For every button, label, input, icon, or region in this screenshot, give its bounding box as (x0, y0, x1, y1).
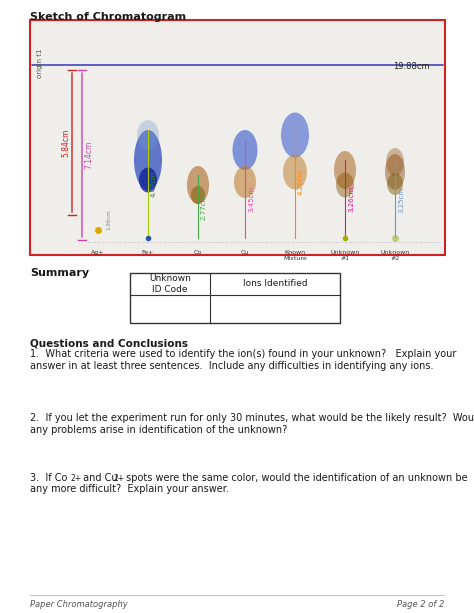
Text: Fe+: Fe+ (142, 250, 154, 255)
Text: 2+: 2+ (71, 474, 82, 483)
Ellipse shape (234, 166, 256, 198)
Ellipse shape (336, 172, 354, 197)
Text: Summary: Summary (30, 268, 89, 278)
Bar (30, 20, 445, 255)
Text: Co: Co (194, 250, 202, 255)
Text: 4.47cm: 4.47cm (151, 171, 157, 197)
Text: 19.88cm: 19.88cm (393, 62, 429, 71)
Text: 7.14cm: 7.14cm (84, 141, 93, 169)
Ellipse shape (137, 120, 159, 150)
Text: Known
Mixture: Known Mixture (283, 250, 307, 261)
Text: 3.25cm: 3.25cm (398, 187, 404, 213)
Text: 1.  What criteria were used to identify the ion(s) found in your unknown?   Expl: 1. What criteria were used to identify t… (30, 349, 456, 371)
Text: 5.84cm: 5.84cm (61, 128, 70, 157)
Text: any more difficult?  Explain your answer.: any more difficult? Explain your answer. (30, 484, 229, 494)
Text: 4.26cm: 4.26cm (298, 169, 304, 194)
Text: 3.  If Co: 3. If Co (30, 473, 67, 483)
Text: Sketch of Chromatogram: Sketch of Chromatogram (30, 12, 186, 22)
Text: and Cu: and Cu (80, 473, 118, 483)
Text: Cu: Cu (241, 250, 249, 255)
Text: Unknown
#2: Unknown #2 (380, 250, 410, 261)
Ellipse shape (387, 173, 403, 195)
Ellipse shape (385, 154, 405, 190)
Text: Unknown
#1: Unknown #1 (330, 250, 360, 261)
Ellipse shape (187, 166, 209, 204)
Text: Ions Identified: Ions Identified (243, 280, 307, 289)
Ellipse shape (283, 154, 307, 189)
Ellipse shape (134, 130, 162, 190)
Ellipse shape (191, 186, 205, 204)
Ellipse shape (139, 167, 157, 192)
Text: 2.  If you let the experiment run for only 30 minutes, what would be the likely : 2. If you let the experiment run for onl… (30, 413, 474, 435)
Text: 2.77cm: 2.77cm (201, 193, 207, 219)
Text: Ag+: Ag+ (91, 250, 105, 255)
Ellipse shape (233, 130, 257, 170)
Text: 3.45cm: 3.45cm (248, 186, 254, 212)
Ellipse shape (334, 151, 356, 189)
Text: 2+: 2+ (114, 474, 125, 483)
Text: 3.26cm: 3.26cm (348, 186, 354, 212)
Text: spots were the same color, would the identification of an unknown be: spots were the same color, would the ide… (123, 473, 468, 483)
Text: Questions and Conclusions: Questions and Conclusions (30, 338, 188, 348)
Text: Page 2 of 2: Page 2 of 2 (397, 600, 444, 609)
Text: Unknown
ID Code: Unknown ID Code (149, 274, 191, 294)
Text: 1.96cm: 1.96cm (106, 210, 111, 230)
Text: origin t1: origin t1 (37, 48, 43, 77)
Bar (130, 273, 340, 323)
Text: Paper Chromatography: Paper Chromatography (30, 600, 128, 609)
Ellipse shape (281, 113, 309, 158)
Ellipse shape (386, 148, 404, 176)
